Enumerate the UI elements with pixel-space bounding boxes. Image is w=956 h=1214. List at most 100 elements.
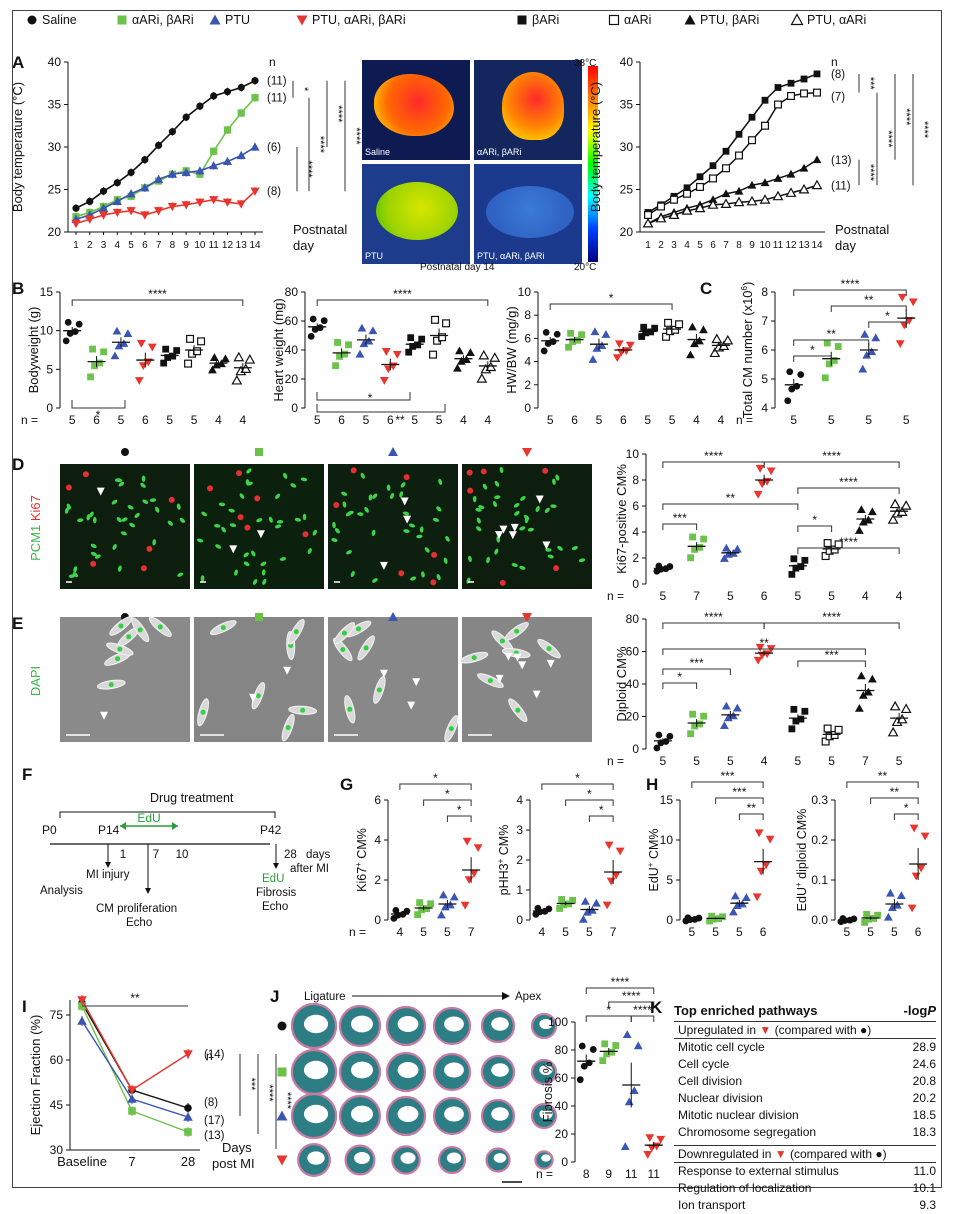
y-tick-label: 0.3 [811, 793, 828, 807]
x-tick-label: 9 [183, 240, 189, 251]
data-point [72, 204, 80, 212]
n-count: 7 [610, 925, 617, 939]
ylabel-text: Total CM number (x10 [740, 290, 755, 418]
x-axis-label: post MI [212, 1156, 255, 1171]
y-tick-label: 0 [516, 913, 523, 927]
pathway-name: Nuclear division [678, 1091, 763, 1105]
data-point [823, 339, 831, 347]
y-tick-label: 30 [48, 140, 62, 154]
x-tick-label: 2 [87, 240, 93, 251]
data-point [684, 914, 692, 922]
sig-label: * [606, 1003, 611, 1017]
data-point [489, 352, 501, 362]
data-point [774, 84, 782, 91]
data-point [850, 915, 858, 923]
n-count: 5 [669, 413, 676, 427]
sig-bracket [797, 547, 900, 554]
n-prefix: n = [736, 413, 753, 427]
n-label: n [206, 1049, 213, 1063]
nucleus [293, 629, 299, 635]
nucleus [552, 478, 556, 485]
data-point [560, 901, 568, 909]
arrowhead [513, 653, 522, 662]
data-point [167, 202, 177, 212]
n-count: 5 [828, 589, 835, 603]
panel-label-k: K [650, 998, 663, 1017]
panel-label-h: H [646, 775, 658, 794]
black-circle-icon: ● [860, 1023, 868, 1037]
y-axis-label: Body temperature (°C) [10, 82, 25, 212]
data-point [62, 337, 70, 345]
data-point [210, 353, 219, 361]
data-point [887, 726, 899, 737]
y-tick-label: 60 [285, 314, 299, 328]
n-count: 4 [239, 413, 246, 427]
nucleus [332, 521, 336, 529]
data-point [169, 352, 177, 360]
nucleus [357, 512, 364, 516]
ventricle-lumen [444, 1062, 464, 1078]
x-tick-label: Baseline [57, 1154, 107, 1169]
data-point [569, 896, 577, 904]
arrowhead [283, 666, 292, 675]
day-28: 28 [284, 849, 297, 861]
panel-label-f: F [22, 765, 32, 784]
legend-label: αARi [624, 13, 651, 27]
nucleus [111, 499, 118, 505]
data-point [182, 113, 190, 121]
apex-label: Apex [515, 991, 541, 1003]
pathway-name: Cell cycle [678, 1057, 730, 1071]
sig-bracket [549, 303, 673, 310]
data-point [812, 155, 822, 164]
data-point [414, 911, 422, 918]
data-point [589, 1046, 597, 1053]
data-point [645, 1134, 655, 1143]
data-point [416, 899, 424, 906]
data-point [856, 505, 866, 514]
data-point [250, 142, 260, 151]
y-tick-label: 15 [40, 285, 54, 299]
nucleus [476, 517, 481, 524]
sig-label: * [599, 803, 604, 817]
panel-label-b: B [12, 279, 24, 298]
sig-bracket [793, 339, 870, 346]
arrowhead [407, 701, 416, 710]
nucleus [524, 516, 529, 524]
sig-label: **** [704, 449, 723, 463]
y-axis-label: HW/BW (mg/g) [504, 306, 519, 393]
data-point [553, 330, 561, 338]
y-tick-label: 10 [626, 447, 640, 461]
data-point [683, 184, 691, 192]
nucleus [300, 707, 306, 713]
nucleus [468, 555, 472, 562]
nucleus [494, 480, 500, 487]
thermal-label-ptu-aari-bari: PTU, αARi, βARi [477, 251, 545, 261]
y-tick-label: 35 [620, 98, 634, 112]
x-tick-label: 1 [73, 240, 79, 251]
data-point [355, 349, 365, 358]
y-tick-label: 100 [548, 1015, 568, 1029]
arrowhead [546, 659, 555, 668]
y-tick-label: 20 [48, 225, 62, 239]
down-header: Downregulated in ▼ (compared with ●) [674, 1145, 936, 1163]
x-tick-label: 14 [249, 240, 261, 251]
n-label: n [831, 55, 838, 69]
legend-label: Saline [42, 13, 77, 27]
arrowhead [502, 992, 510, 1000]
n-count: 4 [761, 754, 768, 768]
data-point [77, 996, 87, 1005]
data-point [787, 91, 796, 100]
sig-label: * [368, 391, 373, 405]
data-point [811, 179, 823, 190]
data-point [309, 315, 317, 323]
data-point [865, 915, 873, 923]
data-point [110, 351, 120, 360]
data-point [368, 326, 378, 335]
nucleus [251, 550, 256, 557]
after-mi-label: after MI [290, 863, 329, 875]
data-point [407, 334, 415, 342]
nucleus [243, 561, 250, 567]
nucleus [116, 516, 122, 523]
data-point [244, 354, 256, 364]
